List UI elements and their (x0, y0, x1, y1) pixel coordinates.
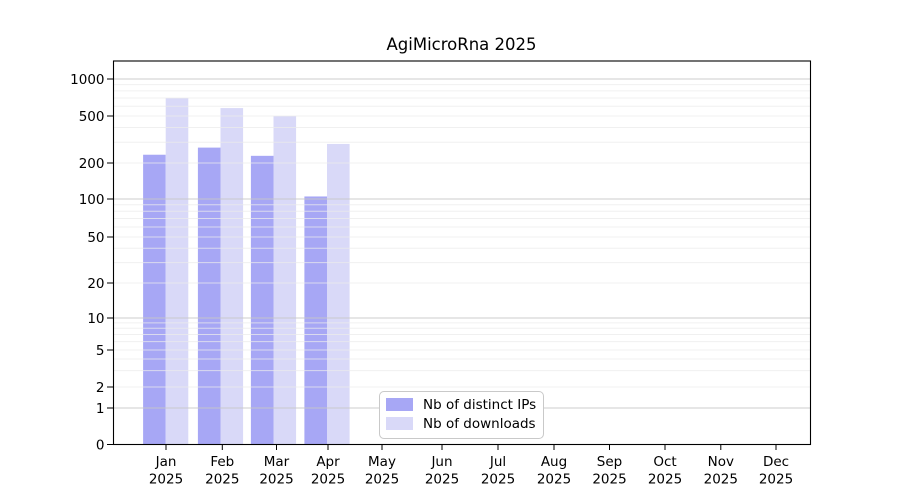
chart-title: AgiMicroRna 2025 (386, 35, 537, 54)
x-tick-label: Nov 2025 (704, 454, 738, 488)
x-tick-label: May 2025 (365, 454, 399, 488)
x-tick-label: Jan 2025 (149, 454, 183, 488)
x-tick-label: Apr 2025 (311, 454, 345, 488)
y-tick-label: 1000 (70, 72, 104, 88)
x-tick-label: Mar 2025 (259, 454, 293, 488)
bar-downloads (327, 143, 350, 445)
y-tick-label: 5 (96, 343, 105, 359)
bar-downloads (165, 98, 189, 445)
legend: Nb of distinct IPs Nb of downloads (379, 391, 544, 439)
y-tick-label: 1 (96, 401, 105, 417)
bar-distinct-ips (250, 155, 274, 445)
x-tick-label: Aug 2025 (537, 454, 571, 488)
legend-label-downloads: Nb of downloads (423, 415, 536, 432)
legend-label-distinct-ips: Nb of distinct IPs (423, 396, 537, 413)
legend-item-downloads: Nb of downloads (386, 415, 543, 432)
bar-downloads (220, 108, 244, 445)
y-tick-label: 20 (87, 276, 104, 292)
y-tick-label: 100 (79, 192, 105, 208)
x-tick-label: Jul 2025 (481, 454, 515, 488)
legend-swatch-downloads (386, 417, 413, 430)
bar-downloads (273, 116, 297, 445)
bar-distinct-ips (304, 196, 327, 445)
y-tick-label: 50 (87, 230, 104, 246)
y-tick-label: 0 (96, 437, 105, 453)
x-tick-label: Oct 2025 (648, 454, 682, 488)
y-tick-label: 2 (96, 380, 105, 396)
y-tick-label: 200 (79, 156, 105, 172)
x-tick-label: Jun 2025 (425, 454, 459, 488)
legend-item-distinct-ips: Nb of distinct IPs (386, 396, 543, 413)
x-tick-label: Dec 2025 (759, 454, 793, 488)
x-tick-label: Sep 2025 (592, 454, 626, 488)
x-tick-label: Feb 2025 (205, 454, 239, 488)
y-tick-label: 500 (79, 109, 105, 125)
y-tick-label: 10 (87, 311, 104, 327)
legend-swatch-distinct-ips (386, 398, 413, 411)
bar-distinct-ips (143, 154, 166, 445)
bar-distinct-ips (197, 147, 221, 445)
plot-border (112, 60, 812, 446)
